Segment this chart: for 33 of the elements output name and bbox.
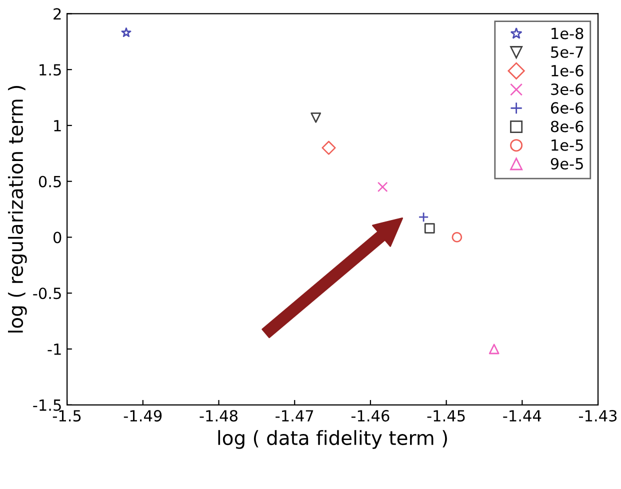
y-tick-label: 1 — [54, 120, 61, 132]
y-tick-label: 0 — [53, 232, 62, 244]
point — [424, 223, 435, 234]
y-axis-title: log ( regularization term ) — [8, 86, 27, 332]
y-tick-label: -0.5 — [33, 288, 61, 300]
point — [322, 140, 336, 155]
y-tick-label: 0.5 — [38, 176, 61, 188]
legend-label: 8e-6 — [550, 120, 584, 132]
x-tick-label: -1.44 — [503, 410, 542, 422]
x-axis-title: log ( data fidelity term ) — [218, 430, 447, 449]
x-tick-label: -1.47 — [276, 410, 314, 422]
legend-label: 1e-8 — [552, 28, 584, 40]
x-tick-label: -1.45 — [427, 410, 465, 422]
point — [377, 182, 388, 192]
point — [452, 232, 462, 242]
legend-label: 9e-5 — [550, 158, 583, 170]
legend-label: 1e-6 — [552, 64, 584, 76]
x-tick-label: -1.43 — [579, 410, 617, 422]
legend-label: 5e-7 — [551, 46, 583, 58]
point — [418, 212, 429, 222]
y-tick-label: 1.5 — [40, 64, 61, 76]
legend-label: 1e-5 — [552, 140, 583, 151]
x-tick-label: -1.49 — [124, 410, 162, 422]
x-tick-label: -1.48 — [200, 410, 238, 422]
legend-label: 3e-6 — [551, 84, 584, 96]
point — [488, 344, 500, 354]
x-tick-label: -1.46 — [351, 410, 390, 422]
y-tick-label: -1.5 — [33, 400, 61, 411]
legend-label: 6e-6 — [550, 102, 584, 114]
y-tick-label: -1 — [48, 344, 61, 355]
y-tick-label: 2 — [54, 8, 61, 20]
point — [121, 28, 132, 38]
point — [310, 112, 322, 123]
